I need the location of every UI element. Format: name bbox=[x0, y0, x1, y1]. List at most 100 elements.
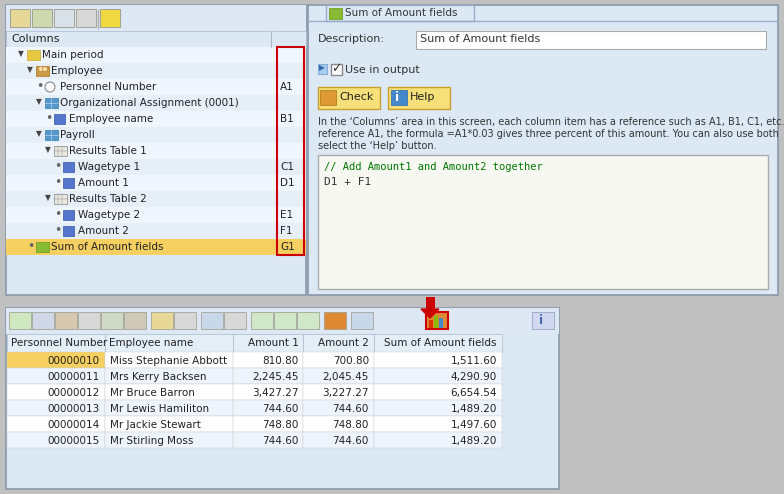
Bar bbox=[439, 318, 443, 328]
Text: 00000011: 00000011 bbox=[47, 372, 100, 382]
Bar bbox=[374, 352, 502, 368]
Bar bbox=[374, 400, 502, 416]
Bar bbox=[36, 242, 49, 252]
Bar bbox=[104, 352, 233, 368]
Text: Help: Help bbox=[410, 92, 435, 102]
Bar bbox=[308, 5, 778, 295]
Text: 3,427.27: 3,427.27 bbox=[252, 388, 299, 398]
Bar bbox=[63, 210, 74, 220]
Bar bbox=[32, 312, 54, 329]
Bar bbox=[151, 312, 173, 329]
Bar bbox=[6, 308, 559, 334]
Bar bbox=[351, 312, 373, 329]
Text: 1,511.60: 1,511.60 bbox=[451, 356, 497, 366]
Bar bbox=[326, 5, 474, 21]
Text: ▼: ▼ bbox=[27, 65, 33, 74]
Text: 1,489.20: 1,489.20 bbox=[451, 404, 497, 414]
Bar bbox=[303, 432, 374, 448]
Bar bbox=[124, 312, 146, 329]
Bar bbox=[78, 312, 100, 329]
Bar bbox=[104, 432, 233, 448]
Text: Columns: Columns bbox=[11, 34, 60, 44]
Bar bbox=[6, 207, 306, 223]
Text: •: • bbox=[54, 160, 61, 173]
Bar bbox=[7, 416, 104, 432]
Bar bbox=[318, 155, 768, 289]
Circle shape bbox=[42, 67, 48, 72]
Text: A1: A1 bbox=[280, 82, 294, 92]
Bar bbox=[374, 432, 502, 448]
Text: Mr Lewis Hamiliton: Mr Lewis Hamiliton bbox=[110, 404, 209, 414]
Bar bbox=[6, 5, 306, 295]
Bar bbox=[7, 400, 104, 416]
Bar bbox=[303, 352, 374, 368]
Bar bbox=[303, 334, 374, 352]
Text: Personnel Number: Personnel Number bbox=[11, 338, 107, 348]
Bar bbox=[54, 9, 74, 27]
Bar bbox=[76, 9, 96, 27]
Text: Mr Stirling Moss: Mr Stirling Moss bbox=[110, 436, 193, 446]
Text: Personnel Number: Personnel Number bbox=[60, 82, 156, 92]
Bar bbox=[6, 308, 559, 489]
Text: Payroll: Payroll bbox=[60, 130, 95, 140]
Text: E1: E1 bbox=[280, 210, 293, 220]
Bar bbox=[224, 312, 246, 329]
Text: •: • bbox=[54, 176, 61, 189]
Text: 744.60: 744.60 bbox=[332, 436, 369, 446]
Text: Organizational Assignment (0001): Organizational Assignment (0001) bbox=[60, 98, 239, 108]
Bar bbox=[7, 384, 104, 400]
Text: Employee name: Employee name bbox=[69, 114, 153, 124]
Text: Amount 1: Amount 1 bbox=[248, 338, 299, 348]
Bar bbox=[426, 297, 435, 309]
Bar bbox=[6, 239, 306, 255]
Text: ▶: ▶ bbox=[319, 63, 325, 72]
Bar bbox=[297, 312, 319, 329]
Bar bbox=[251, 312, 273, 329]
Text: •: • bbox=[54, 208, 61, 221]
Text: 00000012: 00000012 bbox=[47, 388, 100, 398]
Bar bbox=[6, 191, 306, 207]
Text: 00000010: 00000010 bbox=[47, 356, 100, 366]
Bar bbox=[374, 334, 502, 352]
Bar bbox=[201, 312, 223, 329]
Bar bbox=[6, 47, 306, 63]
Text: 6,654.54: 6,654.54 bbox=[450, 388, 497, 398]
Bar bbox=[7, 352, 104, 368]
Text: In the ‘Columns’ area in this screen, each column item has a reference such as A: In the ‘Columns’ area in this screen, ea… bbox=[318, 117, 784, 127]
Text: C1: C1 bbox=[280, 162, 294, 172]
Text: 1,489.20: 1,489.20 bbox=[451, 436, 497, 446]
Bar bbox=[233, 368, 303, 384]
Text: Results Table 1: Results Table 1 bbox=[69, 146, 147, 156]
Text: Amount 2: Amount 2 bbox=[78, 226, 129, 236]
Bar bbox=[318, 64, 327, 74]
Text: •: • bbox=[45, 112, 53, 125]
Text: Miss Stephanie Abbott: Miss Stephanie Abbott bbox=[110, 356, 227, 366]
Bar bbox=[7, 334, 104, 352]
Text: 748.80: 748.80 bbox=[332, 420, 369, 430]
Text: 2,045.45: 2,045.45 bbox=[322, 372, 369, 382]
Text: •: • bbox=[27, 240, 34, 253]
Circle shape bbox=[45, 82, 55, 92]
Bar bbox=[233, 334, 303, 352]
Bar bbox=[233, 416, 303, 432]
Text: Amount 2: Amount 2 bbox=[318, 338, 369, 348]
Bar bbox=[6, 175, 306, 191]
Bar bbox=[233, 352, 303, 368]
Text: Employee: Employee bbox=[51, 66, 103, 76]
Text: Wagetype 2: Wagetype 2 bbox=[78, 210, 140, 220]
Bar bbox=[174, 312, 196, 329]
Text: G1: G1 bbox=[280, 242, 295, 252]
Bar bbox=[429, 320, 433, 328]
Bar bbox=[6, 127, 306, 143]
Text: 3,227.27: 3,227.27 bbox=[322, 388, 369, 398]
Bar bbox=[10, 9, 30, 27]
Bar bbox=[6, 31, 306, 47]
Text: 2,245.45: 2,245.45 bbox=[252, 372, 299, 382]
Polygon shape bbox=[421, 309, 439, 318]
Bar bbox=[7, 432, 104, 448]
Bar bbox=[7, 368, 104, 384]
Bar bbox=[320, 90, 336, 105]
Text: Mr Jackie Stewart: Mr Jackie Stewart bbox=[110, 420, 201, 430]
Bar bbox=[32, 9, 52, 27]
Text: 744.60: 744.60 bbox=[262, 404, 299, 414]
